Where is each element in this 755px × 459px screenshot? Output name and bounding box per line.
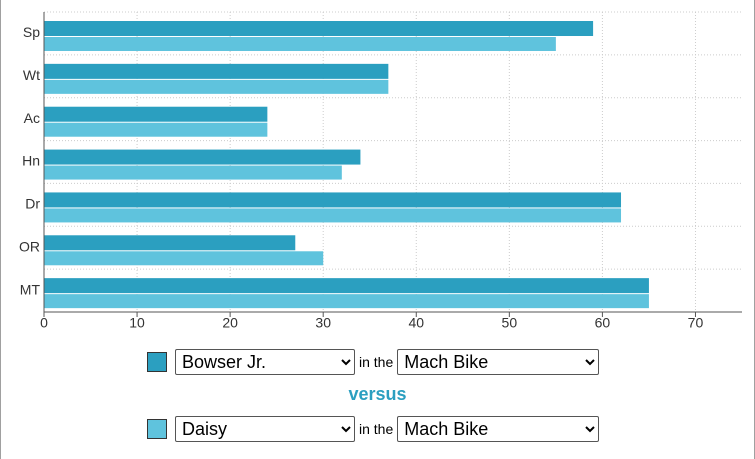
bar — [44, 149, 361, 165]
x-tick-label: 50 — [502, 315, 518, 331]
y-tick-label: Dr — [25, 196, 40, 212]
character-select[interactable]: Bowser Jr. — [175, 349, 355, 375]
bar — [44, 278, 649, 294]
bar — [44, 165, 342, 180]
x-tick-label: 30 — [315, 315, 331, 331]
connector-text: in the — [359, 421, 394, 437]
bar — [44, 122, 268, 137]
x-tick-label: 70 — [688, 315, 704, 331]
bar — [44, 21, 594, 36]
character-select[interactable]: Daisy — [175, 416, 355, 442]
bar — [44, 294, 649, 309]
vehicle-select[interactable]: Mach Bike — [397, 416, 600, 442]
legend-swatch — [147, 419, 167, 439]
bar — [44, 192, 622, 208]
bar — [44, 106, 268, 122]
y-tick-label: Wt — [23, 67, 40, 83]
selector-row: Daisy in the Mach Bike — [147, 416, 600, 442]
versus-label: versus — [348, 384, 407, 404]
connector-text: in the — [359, 354, 394, 370]
y-tick-label: MT — [20, 281, 41, 297]
selector-row: Bowser Jr. in the Mach Bike — [147, 349, 600, 375]
bar — [44, 37, 556, 51]
x-tick-label: 60 — [595, 315, 611, 331]
y-tick-label: OR — [19, 238, 40, 254]
x-tick-label: 0 — [40, 315, 48, 331]
y-tick-label: Ac — [24, 110, 40, 126]
y-tick-label: Hn — [22, 153, 40, 169]
bar — [44, 208, 622, 223]
bar — [44, 235, 296, 251]
bar — [44, 79, 389, 94]
chart: 0 10 20 30 40 50 60 70 Sp Wt Ac Hn Dr OR MT — [19, 11, 742, 331]
bar — [44, 63, 389, 79]
x-tick-label: 10 — [129, 315, 145, 331]
legend-swatch — [147, 352, 167, 372]
vehicle-select[interactable]: Mach Bike — [397, 349, 600, 375]
x-tick-label: 40 — [408, 315, 424, 331]
y-tick-label: Sp — [23, 24, 40, 40]
x-tick-label: 20 — [222, 315, 238, 331]
bar — [44, 251, 324, 266]
